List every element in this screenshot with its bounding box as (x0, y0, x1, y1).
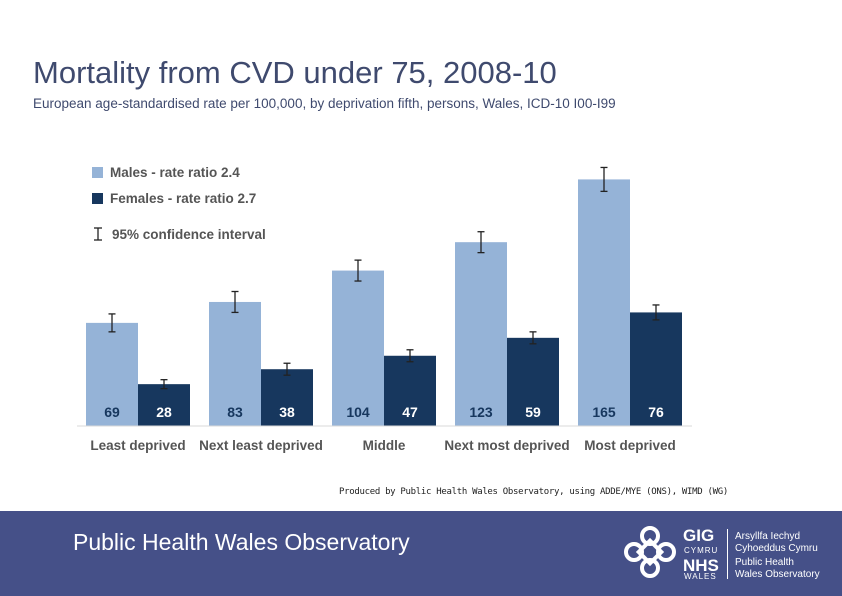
bar-males-1 (86, 322, 138, 426)
legend-ci-symbol (94, 227, 102, 241)
category-label-1: Least deprived (90, 438, 185, 453)
logo-line-4: Wales Observatory (735, 569, 820, 580)
logo-gig: GIG (683, 526, 715, 545)
data-label-females-4: 59 (525, 404, 541, 420)
legend-swatch-2 (92, 193, 103, 204)
error-bar-females-5 (652, 304, 660, 321)
error-bar-males-2 (231, 290, 239, 314)
bar-males-5 (578, 179, 630, 426)
data-label-males-2: 83 (227, 404, 243, 420)
bar-males-2 (209, 301, 261, 426)
logo-wales: WALES (684, 572, 717, 581)
data-label-females-2: 38 (279, 404, 295, 420)
error-bar-males-3 (354, 259, 362, 282)
phw-logo-emblem (624, 526, 676, 578)
footer-title: Public Health Wales Observatory (73, 529, 410, 555)
legend-label-ci: 95% confidence interval (112, 227, 266, 242)
category-label-5: Most deprived (584, 438, 676, 453)
category-labels: Least deprived Next least deprived Middle N… (90, 438, 675, 453)
data-label-males-3: 104 (346, 404, 370, 420)
data-label-males-1: 69 (104, 404, 120, 420)
legend: Males - rate ratio 2.4 Females - rate rat… (92, 165, 266, 242)
chart-subtitle: European age-standardised rate per 100,0… (33, 96, 616, 111)
footer-band (0, 511, 842, 596)
error-bar-females-4 (529, 331, 537, 345)
logo-line-3: Public Health (735, 557, 794, 568)
logo-divider (727, 529, 728, 579)
bar-females-1 (138, 384, 190, 426)
logo-nhs: NHS (683, 556, 719, 575)
credit-note: Produced by Public Health Wales Observat… (339, 487, 729, 497)
data-label-males-4: 123 (469, 404, 493, 420)
error-bar-males-1 (108, 313, 116, 333)
bars-layer (86, 166, 682, 426)
bar-males-4 (455, 242, 507, 426)
bar-males-3 (332, 270, 384, 426)
error-bar-females-2 (283, 362, 291, 376)
legend-swatch-1 (92, 167, 103, 178)
bar-chart: 69 28 83 38 104 47 123 59 165 76 Least deprived Ne… (72, 128, 712, 468)
logo-line-1: Arsyllfa Iechyd (735, 531, 801, 542)
chart-title: Mortality from CVD under 75, 2008-10 (33, 55, 557, 90)
logo-cymru: CYMRU (684, 546, 719, 555)
legend-label-2: Females - rate ratio 2.7 (110, 191, 256, 206)
bar-females-3 (384, 355, 436, 426)
data-label-males-5: 165 (592, 404, 616, 420)
data-label-females-3: 47 (402, 404, 418, 420)
data-label-females-1: 28 (156, 404, 172, 420)
bar-females-5 (630, 312, 682, 426)
error-bar-females-3 (406, 349, 414, 363)
labels-layer: 69 28 83 38 104 47 123 59 165 76 (104, 404, 664, 420)
bar-females-4 (507, 337, 559, 426)
bar-females-2 (261, 369, 313, 426)
category-label-3: Middle (363, 438, 406, 453)
error-bar-males-4 (477, 231, 485, 254)
data-label-females-5: 76 (648, 404, 664, 420)
category-label-2: Next least deprived (199, 438, 323, 453)
error-bar-females-1 (160, 379, 168, 390)
logo-line-2: Cyhoeddus Cymru (735, 543, 818, 554)
legend-label-1: Males - rate ratio 2.4 (110, 165, 240, 180)
category-label-4: Next most deprived (444, 438, 569, 453)
error-bar-males-5 (600, 166, 608, 193)
